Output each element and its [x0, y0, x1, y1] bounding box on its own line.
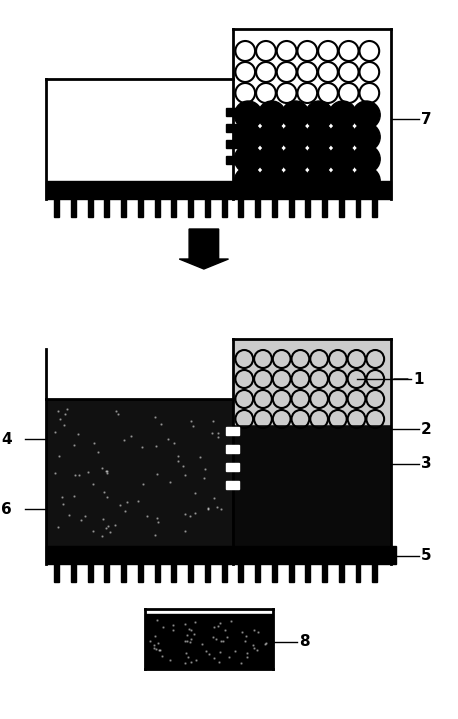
- Bar: [255, 564, 260, 582]
- Bar: [339, 564, 344, 582]
- Text: 7: 7: [420, 111, 431, 127]
- Bar: [71, 199, 76, 217]
- Bar: [255, 199, 260, 217]
- Bar: [222, 564, 227, 582]
- Text: 6: 6: [1, 501, 12, 516]
- Bar: [289, 199, 294, 217]
- Circle shape: [305, 145, 333, 173]
- Bar: [47, 400, 233, 546]
- Text: 4: 4: [1, 431, 12, 446]
- Bar: [171, 199, 176, 217]
- Bar: [104, 199, 109, 217]
- Bar: [54, 199, 59, 217]
- Bar: [188, 564, 193, 582]
- Bar: [171, 564, 176, 582]
- Bar: [46, 546, 396, 564]
- Bar: [121, 199, 126, 217]
- Bar: [289, 564, 294, 582]
- Circle shape: [282, 145, 309, 173]
- Circle shape: [234, 167, 262, 195]
- Circle shape: [258, 145, 286, 173]
- Bar: [238, 564, 243, 582]
- Circle shape: [353, 123, 380, 151]
- Bar: [355, 564, 360, 582]
- Text: 8: 8: [300, 634, 310, 649]
- Circle shape: [353, 167, 380, 195]
- Bar: [234, 339, 390, 424]
- Bar: [225, 427, 240, 435]
- Bar: [322, 199, 327, 217]
- Bar: [205, 199, 210, 217]
- Bar: [155, 199, 159, 217]
- Circle shape: [282, 167, 309, 195]
- Circle shape: [305, 101, 333, 129]
- Circle shape: [329, 167, 356, 195]
- Bar: [234, 340, 390, 546]
- Bar: [155, 564, 159, 582]
- Circle shape: [329, 101, 356, 129]
- Bar: [372, 564, 377, 582]
- Bar: [322, 564, 327, 582]
- Bar: [46, 181, 391, 199]
- Text: 2: 2: [420, 421, 431, 436]
- Bar: [272, 199, 277, 217]
- Bar: [87, 564, 93, 582]
- Bar: [225, 481, 240, 489]
- Bar: [138, 199, 143, 217]
- Bar: [222, 199, 227, 217]
- Bar: [355, 199, 360, 217]
- Circle shape: [329, 145, 356, 173]
- Bar: [138, 564, 143, 582]
- Text: 1: 1: [414, 372, 424, 387]
- Bar: [225, 463, 240, 471]
- Bar: [372, 199, 377, 217]
- Circle shape: [329, 123, 356, 151]
- Bar: [225, 445, 240, 453]
- Text: 5: 5: [420, 549, 431, 564]
- Circle shape: [234, 101, 262, 129]
- Bar: [305, 199, 310, 217]
- Bar: [225, 140, 240, 148]
- Circle shape: [305, 167, 333, 195]
- Circle shape: [258, 167, 286, 195]
- Polygon shape: [179, 229, 229, 269]
- Bar: [87, 199, 93, 217]
- Bar: [225, 108, 240, 116]
- Bar: [272, 564, 277, 582]
- Circle shape: [234, 123, 262, 151]
- Circle shape: [282, 123, 309, 151]
- Bar: [71, 564, 76, 582]
- Bar: [238, 199, 243, 217]
- Bar: [305, 564, 310, 582]
- Bar: [145, 614, 273, 669]
- Bar: [104, 564, 109, 582]
- Bar: [205, 564, 210, 582]
- Circle shape: [353, 145, 380, 173]
- Circle shape: [305, 123, 333, 151]
- Circle shape: [258, 101, 286, 129]
- Bar: [225, 124, 240, 132]
- Circle shape: [353, 101, 380, 129]
- Bar: [121, 564, 126, 582]
- Circle shape: [234, 145, 262, 173]
- Bar: [339, 199, 344, 217]
- Bar: [54, 564, 59, 582]
- Text: 3: 3: [420, 457, 431, 472]
- Circle shape: [282, 101, 309, 129]
- Bar: [225, 156, 240, 164]
- Circle shape: [258, 123, 286, 151]
- Bar: [188, 199, 193, 217]
